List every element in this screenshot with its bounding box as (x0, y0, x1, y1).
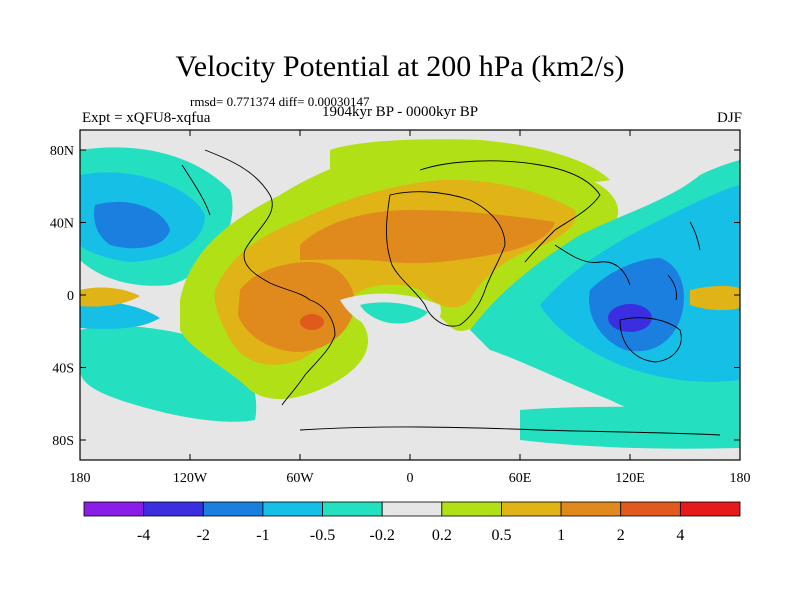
x-tick-label: 120E (615, 471, 645, 486)
contour-pos-high (238, 262, 355, 352)
contour-neg3-np (94, 201, 170, 249)
x-tick-label: 60E (509, 471, 532, 486)
contour-pos-wp (80, 287, 140, 307)
colorbar-box (322, 501, 383, 517)
colorbar-box (381, 501, 443, 517)
colorbar-label: -2 (197, 527, 210, 544)
x-tick-label: 180 (730, 471, 751, 486)
season-label: DJF (716, 110, 742, 126)
period-label: 1904kyr BP - 0000kyr BP (321, 104, 479, 120)
y-tick-label: 80N (50, 144, 74, 159)
stats-text: rmsd= 0.771374 diff= 0.00030147 (190, 94, 370, 109)
x-tick-label: 180 (70, 471, 91, 486)
x-axis: 180 120W 60W 0 60E 120E 180 (70, 130, 751, 486)
colorbar-label: 4 (676, 527, 684, 544)
coastlines (181, 149, 721, 436)
colorbar-label: 0.2 (432, 527, 452, 544)
colorbar-box (679, 501, 741, 517)
contour-neg-so (520, 405, 740, 449)
colorbar-label: 0.5 (491, 527, 511, 544)
colorbar-label: 2 (617, 527, 625, 544)
colorbar-box (202, 501, 264, 517)
colorbar-label: 1 (557, 527, 565, 544)
contour-neg2-sp (80, 300, 160, 329)
contour-pos-ep (690, 285, 740, 311)
colorbar: -4 -2 -1 -0.5 -0.2 0.2 0.5 1 2 4 (83, 501, 741, 544)
colorbar-label: -1 (256, 527, 269, 544)
colorbar-box (620, 501, 681, 517)
colorbar-label: -0.2 (370, 527, 395, 544)
y-tick-label: 40S (52, 362, 74, 377)
x-tick-label: 0 (407, 471, 414, 486)
y-tick-label: 0 (67, 289, 74, 304)
colorbar-box (441, 501, 502, 517)
colorbar-box (83, 501, 145, 517)
colorbar-box (143, 501, 204, 517)
colorbar-box (560, 501, 622, 517)
x-tick-label: 120W (173, 471, 208, 486)
contour-neg-sa (360, 302, 428, 324)
y-tick-label: 80S (52, 434, 74, 449)
experiment-label: Expt = xQFU8-xqfua (82, 110, 211, 126)
contour-pos-arctic (330, 139, 610, 183)
colorbar-box (262, 501, 323, 517)
colorbar-box (501, 501, 562, 517)
contour-field (80, 139, 740, 449)
chart-title: Velocity Potential at 200 hPa (km2/s) (175, 50, 625, 83)
colorbar-label: -0.5 (310, 527, 335, 544)
contour-max-sa (300, 314, 324, 330)
x-tick-label: 60W (286, 471, 314, 486)
y-tick-label: 40N (50, 217, 74, 232)
colorbar-label: -4 (137, 527, 150, 544)
contour-pos-high-eur (300, 210, 555, 264)
y-axis: 80N 40N 0 40S 80S (50, 144, 740, 449)
